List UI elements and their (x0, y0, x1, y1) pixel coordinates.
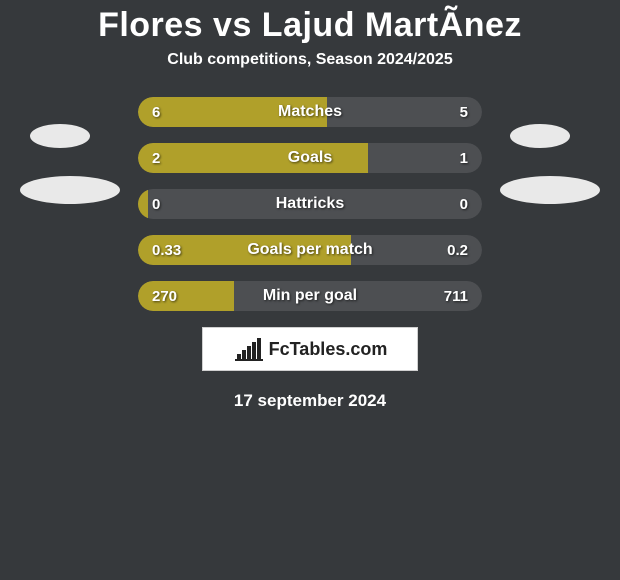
stat-row: 00Hattricks (138, 189, 482, 219)
footer-badge-text: FcTables.com (269, 339, 388, 360)
stat-label: Goals (138, 143, 482, 173)
footer-badge[interactable]: FcTables.com (202, 327, 418, 371)
stat-label: Hattricks (138, 189, 482, 219)
stat-row: 0.330.2Goals per match (138, 235, 482, 265)
stat-label: Min per goal (138, 281, 482, 311)
subtitle: Club competitions, Season 2024/2025 (0, 51, 620, 69)
page-title: Flores vs Lajud MartÃnez (0, 0, 620, 45)
stat-row: 65Matches (138, 97, 482, 127)
stat-label: Matches (138, 97, 482, 127)
date-line: 17 september 2024 (0, 391, 620, 411)
stat-label: Goals per match (138, 235, 482, 265)
player-right-body (500, 176, 600, 204)
player-left-head (30, 124, 90, 148)
player-right-head (510, 124, 570, 148)
stats-area: 65Matches 21Goals 00Hattricks 0.330.2Goals … (0, 97, 620, 311)
player-left-body (20, 176, 120, 204)
stat-row: 21Goals (138, 143, 482, 173)
stat-row: 270711Min per goal (138, 281, 482, 311)
bar-chart-icon (233, 336, 263, 362)
